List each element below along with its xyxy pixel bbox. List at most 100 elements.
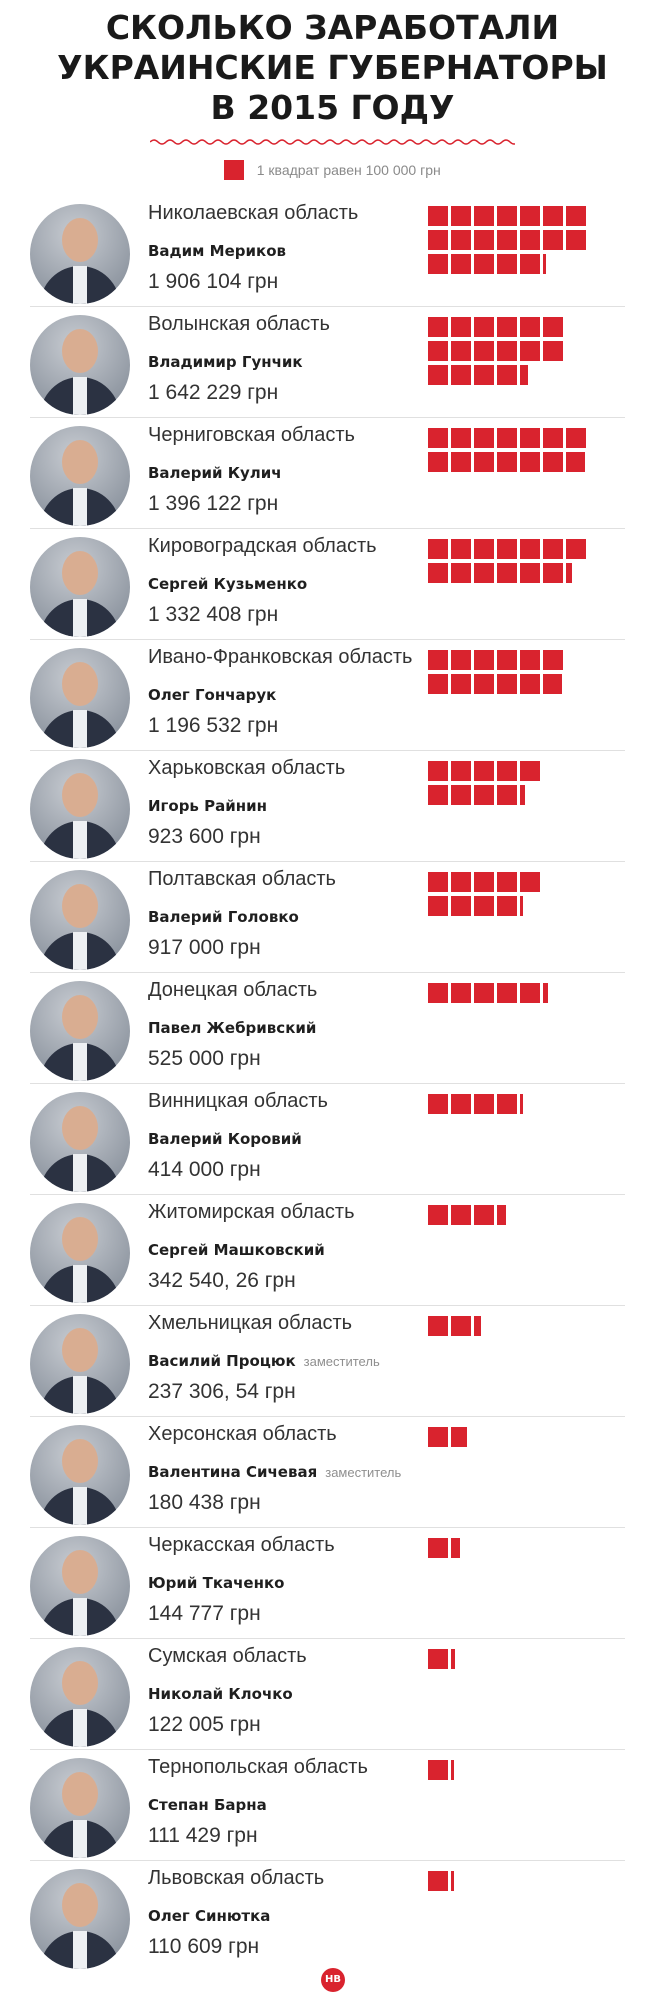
wave-divider — [150, 139, 515, 145]
income-square — [520, 365, 528, 385]
income-bar-group — [428, 428, 658, 518]
governor-name-text: Игорь Райнин — [148, 797, 268, 815]
income-square — [566, 563, 572, 583]
amount-label: 110 609 грн — [148, 1935, 260, 1958]
income-bar-group — [428, 1427, 658, 1517]
income-square — [543, 230, 563, 250]
avatar-shirt — [73, 1154, 87, 1192]
income-square — [543, 206, 563, 226]
income-square — [497, 785, 517, 805]
title-line-3: В 2015 ГОДУ — [210, 88, 455, 127]
income-square — [474, 650, 494, 670]
income-square — [497, 317, 517, 337]
income-square — [428, 428, 448, 448]
amount-label: 111 429 грн — [148, 1824, 258, 1847]
avatar — [30, 870, 130, 970]
income-square — [428, 365, 448, 385]
income-square — [474, 896, 494, 916]
governor-row: Волынская область Владимир Гунчик 1 642 22… — [30, 307, 625, 418]
governors-list: Николаевская область Вадим Мериков 1 906 1… — [30, 196, 625, 1971]
income-square — [451, 1427, 467, 1447]
income-square — [497, 674, 517, 694]
avatar-head — [62, 551, 98, 595]
income-square — [520, 650, 540, 670]
income-square — [428, 896, 448, 916]
governor-name: Владимир Гунчик — [148, 353, 311, 371]
governor-name: Олег Гончарук — [148, 686, 284, 704]
avatar — [30, 759, 130, 859]
avatar-shirt — [73, 488, 87, 526]
avatar — [30, 1647, 130, 1747]
region-label: Тернопольская область — [148, 1756, 368, 1778]
income-square — [566, 230, 586, 250]
income-bar-group — [428, 1871, 658, 1961]
income-square — [566, 428, 586, 448]
region-label: Донецкая область — [148, 979, 318, 1001]
income-square — [428, 785, 448, 805]
avatar-shirt — [73, 1709, 87, 1747]
avatar — [30, 1092, 130, 1192]
governor-name: Сергей Машковский — [148, 1241, 333, 1259]
governor-row: Винницкая область Валерий Коровий 414 000 … — [30, 1084, 625, 1195]
income-square — [520, 785, 525, 805]
income-bar-group — [428, 539, 658, 629]
avatar-head — [62, 1106, 98, 1150]
governor-row: Ивано-Франковская область Олег Гончарук 1 … — [30, 640, 625, 751]
income-square — [543, 254, 546, 274]
avatar-shirt — [73, 821, 87, 859]
income-square — [520, 317, 540, 337]
amount-label: 923 600 грн — [148, 825, 261, 848]
title-line-2: УКРАИНСКИЕ ГУБЕРНАТОРЫ — [57, 48, 608, 87]
income-square — [520, 1094, 523, 1114]
governor-name-text: Владимир Гунчик — [148, 353, 303, 371]
region-label: Львовская область — [148, 1867, 325, 1889]
avatar — [30, 204, 130, 304]
governor-name-text: Степан Барна — [148, 1796, 267, 1814]
income-square — [497, 206, 517, 226]
income-square — [474, 1205, 494, 1225]
avatar-head — [62, 1550, 98, 1594]
income-square — [474, 428, 494, 448]
income-square — [520, 761, 540, 781]
amount-label: 122 005 грн — [148, 1713, 261, 1736]
avatar-shirt — [73, 932, 87, 970]
avatar-head — [62, 329, 98, 373]
income-square — [566, 206, 586, 226]
avatar-head — [62, 1328, 98, 1372]
avatar-shirt — [73, 1487, 87, 1525]
income-square — [520, 341, 540, 361]
income-square — [451, 563, 471, 583]
income-square — [428, 317, 448, 337]
avatar-shirt — [73, 1265, 87, 1303]
income-square — [474, 539, 494, 559]
avatar — [30, 1314, 130, 1414]
income-bar-group — [428, 983, 658, 1073]
avatar-head — [62, 773, 98, 817]
governor-row: Хмельницкая область Василий Процюк замести… — [30, 1306, 625, 1417]
income-bar-group — [428, 872, 658, 962]
avatar-shirt — [73, 377, 87, 415]
avatar — [30, 1536, 130, 1636]
governor-row: Кировоградская область Сергей Кузьменко 1 … — [30, 529, 625, 640]
region-label: Харьковская область — [148, 757, 346, 779]
income-bar-group — [428, 317, 658, 407]
income-square — [497, 896, 517, 916]
governor-name: Василий Процюк заместитель — [148, 1352, 380, 1370]
income-square — [543, 674, 562, 694]
income-square — [428, 650, 448, 670]
role-note: заместитель — [325, 1465, 402, 1480]
income-square — [543, 317, 563, 337]
income-square — [497, 872, 517, 892]
governor-name: Игорь Райнин — [148, 797, 275, 815]
income-square — [428, 983, 448, 1003]
avatar-head — [62, 662, 98, 706]
income-square — [543, 428, 563, 448]
region-label: Полтавская область — [148, 868, 336, 890]
governor-name-text: Олег Гончарук — [148, 686, 277, 704]
governor-name-text: Николай Клочко — [148, 1685, 293, 1703]
income-square — [451, 674, 471, 694]
income-square — [428, 1094, 448, 1114]
income-square — [451, 896, 471, 916]
governor-name: Юрий Ткаченко — [148, 1574, 292, 1592]
region-label: Ивано-Франковская область — [148, 646, 413, 668]
